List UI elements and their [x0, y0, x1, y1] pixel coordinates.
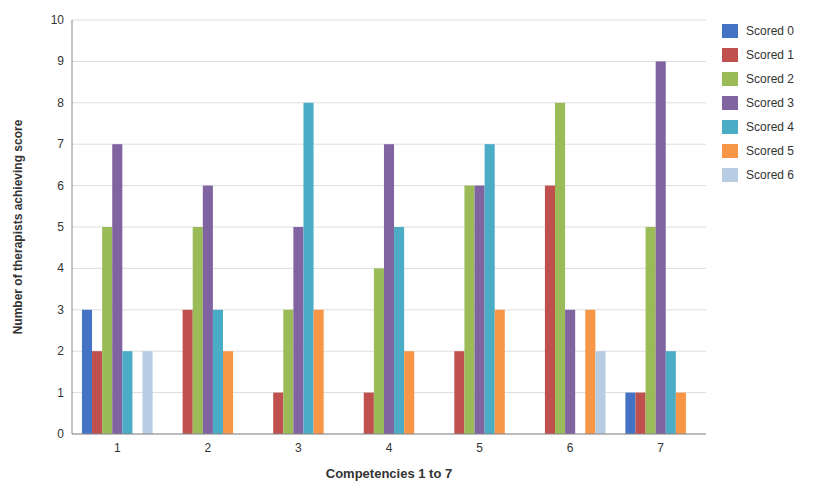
x-tick-label: 1	[114, 441, 121, 455]
y-tick-label: 3	[57, 303, 64, 317]
bar	[303, 103, 313, 434]
bar	[293, 227, 303, 434]
bar	[143, 351, 153, 434]
legend-swatch	[722, 48, 738, 62]
y-tick-label: 10	[51, 13, 65, 27]
y-tick-label: 4	[57, 261, 64, 275]
bar	[646, 227, 656, 434]
bar	[595, 351, 605, 434]
bar	[283, 310, 293, 434]
bar	[223, 351, 233, 434]
bar	[314, 310, 324, 434]
x-tick-label: 7	[657, 441, 664, 455]
y-axis-line	[72, 20, 73, 434]
y-tick-label: 1	[57, 386, 64, 400]
bar	[102, 227, 112, 434]
bar	[273, 393, 283, 434]
legend-label: Scored 0	[746, 24, 794, 38]
bar	[565, 310, 575, 434]
x-tick-label: 5	[476, 441, 483, 455]
x-axis-line	[72, 434, 706, 435]
grid-line	[72, 20, 706, 21]
chart: 0 1 2 3 4 5 6 7 8 9 10 1 2 3 4 5 6 7 Competencies 1 to 7 Nu…	[0, 0, 826, 496]
bar	[656, 61, 666, 434]
legend-swatch	[722, 72, 738, 86]
bar	[213, 310, 223, 434]
bar	[122, 351, 132, 434]
bar	[384, 144, 394, 434]
legend: Scored 0 Scored 1 Scored 2 Scored 3 Scored 4…	[722, 24, 794, 182]
x-tick-label: 6	[567, 441, 574, 455]
grid-line	[72, 434, 706, 435]
bar	[625, 393, 635, 434]
grid	[72, 20, 706, 434]
bar	[585, 310, 595, 434]
bar	[495, 310, 505, 434]
legend-swatch	[722, 24, 738, 38]
bar	[112, 144, 122, 434]
bar	[92, 351, 102, 434]
bar	[82, 310, 92, 434]
legend-swatch	[722, 120, 738, 134]
bar	[404, 351, 414, 434]
legend-swatch	[722, 96, 738, 110]
legend-label: Scored 2	[746, 72, 794, 86]
y-tick-label: 5	[57, 220, 64, 234]
bar	[676, 393, 686, 434]
bar	[555, 103, 565, 434]
bar	[374, 268, 384, 434]
legend-label: Scored 4	[746, 120, 794, 134]
y-tick-label: 2	[57, 344, 64, 358]
bar	[364, 393, 374, 434]
legend-label: Scored 1	[746, 48, 794, 62]
legend-label: Scored 3	[746, 96, 794, 110]
y-tick-label: 8	[57, 96, 64, 110]
y-tick-label: 7	[57, 137, 64, 151]
x-tick-label: 3	[295, 441, 302, 455]
x-tick-label: 4	[386, 441, 393, 455]
legend-swatch	[722, 168, 738, 182]
bar	[394, 227, 404, 434]
bar	[193, 227, 203, 434]
grid-line	[72, 102, 706, 103]
legend-swatch	[722, 144, 738, 158]
bar	[666, 351, 676, 434]
y-axis-title: Number of therapists achieving score	[11, 119, 25, 334]
bar	[635, 393, 645, 434]
x-tick-label: 2	[205, 441, 212, 455]
bar	[464, 186, 474, 434]
bar	[485, 144, 495, 434]
bar	[183, 310, 193, 434]
grid-line	[72, 61, 706, 62]
bar	[545, 186, 555, 434]
bar	[475, 186, 485, 434]
bar	[454, 351, 464, 434]
y-tick-label: 9	[57, 54, 64, 68]
legend-label: Scored 5	[746, 144, 794, 158]
y-tick-label: 0	[57, 427, 64, 441]
x-axis-title: Competencies 1 to 7	[326, 466, 452, 481]
bar	[203, 186, 213, 434]
legend-label: Scored 6	[746, 168, 794, 182]
y-tick-label: 6	[57, 179, 64, 193]
